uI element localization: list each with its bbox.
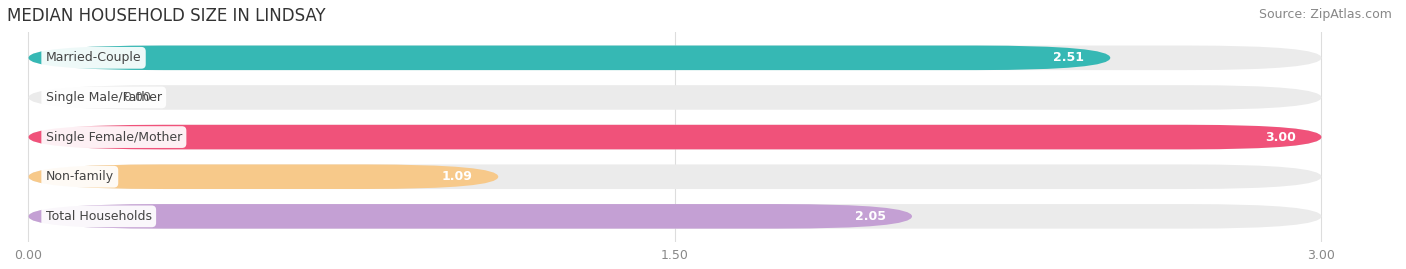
Text: 2.05: 2.05 [855,210,886,223]
FancyBboxPatch shape [28,45,1111,70]
FancyBboxPatch shape [28,204,912,229]
FancyBboxPatch shape [28,125,1322,149]
FancyBboxPatch shape [28,204,1322,229]
Text: MEDIAN HOUSEHOLD SIZE IN LINDSAY: MEDIAN HOUSEHOLD SIZE IN LINDSAY [7,7,326,25]
Text: Non-family: Non-family [46,170,114,183]
FancyBboxPatch shape [28,45,1322,70]
Text: Total Households: Total Households [46,210,152,223]
Text: 3.00: 3.00 [1265,130,1295,144]
Text: 0.00: 0.00 [124,91,152,104]
Text: 1.09: 1.09 [441,170,472,183]
Text: Single Male/Father: Single Male/Father [46,91,162,104]
FancyBboxPatch shape [28,164,498,189]
Text: Married-Couple: Married-Couple [46,51,142,64]
Text: Source: ZipAtlas.com: Source: ZipAtlas.com [1258,8,1392,21]
Text: Single Female/Mother: Single Female/Mother [46,130,181,144]
Text: 2.51: 2.51 [1053,51,1084,64]
FancyBboxPatch shape [28,125,1322,149]
FancyBboxPatch shape [28,164,1322,189]
FancyBboxPatch shape [28,85,1322,110]
